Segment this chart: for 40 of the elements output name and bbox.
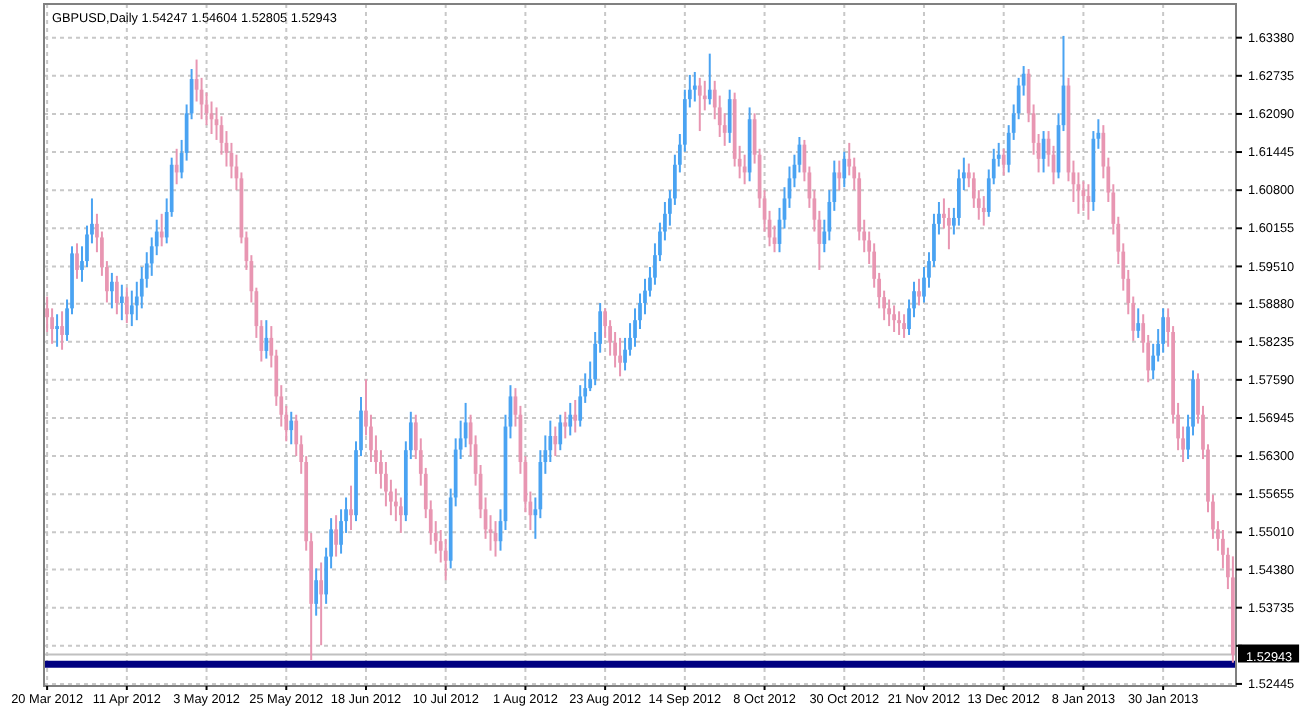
candlestick xyxy=(319,561,323,647)
candlestick xyxy=(1161,307,1165,354)
candlestick xyxy=(902,313,906,339)
candlestick xyxy=(129,289,134,328)
candlestick xyxy=(692,70,697,103)
candlestick xyxy=(917,277,921,307)
candlestick xyxy=(618,336,622,378)
candlestick xyxy=(553,425,558,458)
candlestick xyxy=(947,206,951,251)
candlestick xyxy=(314,567,319,617)
candlestick xyxy=(897,310,901,336)
candlestick xyxy=(892,304,896,333)
candlestick xyxy=(264,319,269,360)
candlestick xyxy=(124,286,129,325)
candlestick xyxy=(707,52,712,106)
candlestick xyxy=(697,76,702,133)
candlestick xyxy=(981,195,986,227)
candlestick xyxy=(563,410,568,440)
candlestick xyxy=(115,274,119,316)
candlestick xyxy=(727,88,732,144)
candlestick xyxy=(334,514,338,558)
candlestick xyxy=(119,283,124,322)
candlestick xyxy=(568,401,573,437)
candlestick xyxy=(573,398,578,434)
candlestick xyxy=(349,484,353,531)
candlestick xyxy=(558,413,563,452)
candlestick xyxy=(398,496,403,534)
candlestick xyxy=(289,410,294,446)
candlestick xyxy=(75,242,79,280)
candlestick xyxy=(1001,147,1006,177)
candlestick xyxy=(1136,307,1141,339)
candlestick xyxy=(443,537,448,582)
candlestick xyxy=(837,159,842,192)
candlestick xyxy=(55,313,59,348)
candlestick xyxy=(110,271,114,310)
candlestick xyxy=(887,298,891,328)
candlestick xyxy=(842,150,847,189)
candlestick xyxy=(159,212,164,248)
candlestick xyxy=(174,147,179,186)
candlestick xyxy=(60,310,64,351)
